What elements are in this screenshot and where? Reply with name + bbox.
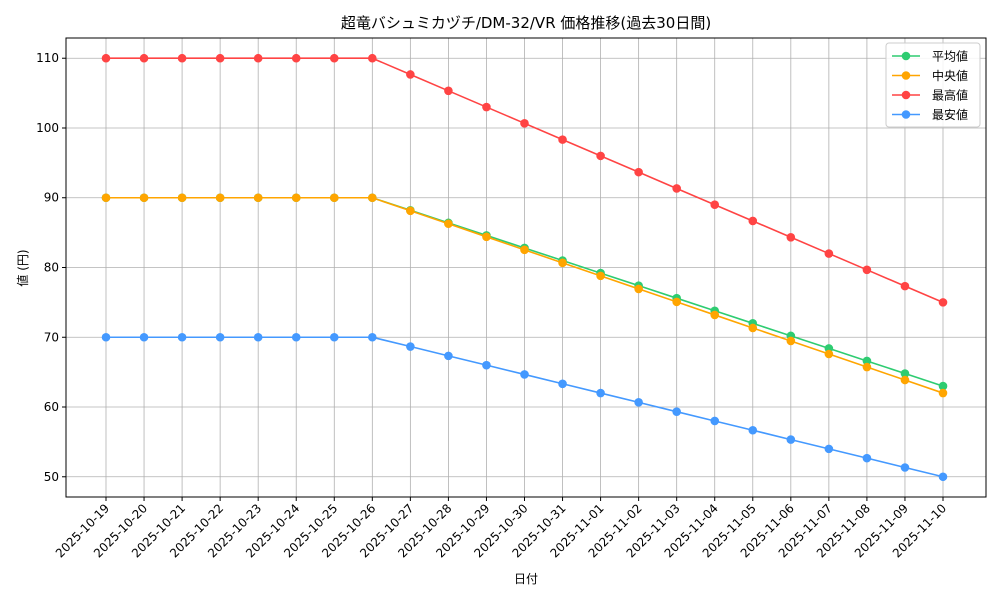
data-point: [253, 53, 263, 63]
data-point: [368, 332, 377, 342]
data-point: [101, 193, 111, 203]
legend-marker: [901, 110, 911, 119]
data-point: [291, 193, 301, 203]
data-point: [291, 332, 301, 342]
data-point: [710, 200, 720, 210]
data-point: [520, 119, 529, 128]
data-point: [634, 167, 643, 177]
data-point: [900, 463, 910, 472]
legend-label: 平均値: [932, 49, 968, 64]
legend-box: [885, 42, 981, 128]
data-point: [596, 271, 605, 281]
y-tick-label: 50: [44, 470, 59, 484]
data-point: [406, 206, 415, 216]
data-point: [710, 310, 720, 320]
data-point: [862, 265, 872, 275]
legend-label: 最安値: [932, 107, 968, 122]
data-point: [938, 472, 948, 482]
data-point: [253, 332, 263, 342]
y-tick-label: 70: [44, 330, 59, 344]
data-point: [139, 332, 149, 342]
data-point: [329, 53, 339, 63]
legend-label: 中央値: [932, 68, 968, 83]
data-point: [101, 53, 111, 63]
data-point: [938, 388, 948, 398]
data-point: [748, 323, 758, 333]
data-point: [177, 53, 187, 63]
data-point: [596, 151, 605, 161]
grid: [66, 38, 986, 497]
data-point: [406, 70, 415, 79]
data-point: [101, 332, 111, 342]
data-point: [329, 193, 339, 203]
data-point: [215, 53, 225, 63]
x-axis-label: 日付: [514, 572, 538, 586]
data-point: [900, 369, 910, 378]
data-point: [634, 398, 643, 407]
data-point: [862, 362, 872, 372]
data-point: [329, 332, 339, 342]
legend-marker: [901, 51, 911, 61]
data-point: [139, 53, 149, 63]
data-point: [938, 298, 948, 307]
data-point: [406, 342, 415, 351]
data-point: [748, 425, 758, 435]
y-tick-label: 90: [44, 191, 59, 205]
data-point: [558, 258, 567, 268]
data-point: [710, 416, 720, 426]
data-point: [177, 332, 187, 342]
data-point: [520, 245, 529, 255]
data-point: [634, 284, 643, 294]
data-point: [786, 435, 796, 444]
data-point: [862, 453, 872, 463]
data-point: [482, 232, 491, 242]
data-point: [215, 193, 225, 203]
x-axis: 2025-10-192025-10-202025-10-212025-10-22…: [53, 497, 949, 560]
data-point: [139, 193, 149, 203]
data-point: [368, 53, 377, 63]
y-tick-label: 60: [44, 400, 59, 414]
legend-marker: [901, 90, 911, 100]
legend-marker: [901, 71, 911, 80]
data-point: [824, 444, 834, 454]
data-point: [672, 297, 681, 307]
data-point: [824, 249, 834, 258]
data-point: [482, 102, 491, 112]
y-axis: 50 60 70 80 90 100 110: [36, 51, 66, 484]
data-point: [520, 370, 529, 379]
data-point: [900, 281, 910, 291]
chart-title: 超竜バシュミカヅチ/DM-32/VR 価格推移(過去30日間): [341, 14, 711, 32]
data-point: [938, 381, 948, 391]
data-point: [444, 86, 453, 96]
data-point: [558, 379, 567, 389]
data-point: [444, 219, 453, 229]
series-lines: [101, 53, 948, 482]
data-point: [444, 351, 453, 361]
data-point: [291, 53, 301, 63]
data-point: [900, 375, 910, 385]
data-point: [824, 349, 834, 359]
y-tick-label: 100: [36, 121, 59, 135]
y-axis-label: 値 (円): [15, 249, 30, 286]
data-point: [482, 360, 491, 370]
data-point: [215, 332, 225, 342]
data-point: [786, 232, 796, 242]
legend-label: 最高値: [932, 88, 968, 103]
y-tick-label: 110: [36, 51, 59, 65]
data-point: [177, 193, 187, 203]
data-point: [862, 356, 872, 366]
y-tick-label: 80: [44, 261, 59, 275]
data-point: [786, 336, 796, 346]
data-point: [253, 193, 263, 203]
data-point: [748, 216, 758, 226]
data-point: [672, 184, 681, 193]
data-point: [672, 407, 681, 416]
data-point: [368, 193, 377, 203]
data-point: [596, 388, 605, 398]
data-point: [558, 135, 567, 144]
